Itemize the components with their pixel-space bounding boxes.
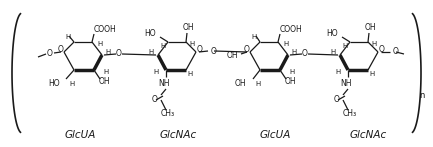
Text: GlcUA: GlcUA <box>259 130 291 140</box>
Text: H: H <box>252 34 257 40</box>
Text: O: O <box>244 46 250 55</box>
Text: n: n <box>419 91 425 101</box>
Text: H: H <box>291 49 297 55</box>
Text: H: H <box>65 34 71 40</box>
Text: NH: NH <box>340 80 352 88</box>
Text: O: O <box>152 95 158 103</box>
Text: H: H <box>160 43 166 49</box>
Text: H: H <box>187 71 193 77</box>
Text: H: H <box>105 49 110 55</box>
Text: COOH: COOH <box>94 25 117 35</box>
Text: H: H <box>255 81 261 87</box>
Text: O: O <box>334 95 340 103</box>
Text: H: H <box>343 43 348 49</box>
Text: H: H <box>283 41 289 47</box>
Text: NH: NH <box>158 80 170 88</box>
Text: GlcNAc: GlcNAc <box>349 130 387 140</box>
Text: COOH: COOH <box>280 25 303 35</box>
Text: OH: OH <box>364 24 376 32</box>
Text: H: H <box>103 69 109 75</box>
Text: O: O <box>58 46 64 55</box>
Text: H: H <box>97 41 103 47</box>
Text: O: O <box>379 46 385 55</box>
Text: HO: HO <box>326 30 338 39</box>
Text: HO: HO <box>48 80 60 88</box>
Text: GlcNAc: GlcNAc <box>159 130 197 140</box>
Text: OH: OH <box>226 51 238 60</box>
Text: H: H <box>149 49 154 55</box>
Text: O: O <box>211 46 217 56</box>
Text: O: O <box>116 50 122 59</box>
Text: O: O <box>47 50 53 59</box>
Text: H: H <box>153 69 158 75</box>
Text: H: H <box>189 41 194 47</box>
Text: H: H <box>69 81 74 87</box>
Text: H: H <box>330 49 336 55</box>
Text: HO: HO <box>144 30 156 39</box>
Text: H: H <box>372 41 377 47</box>
Text: OH: OH <box>284 77 296 86</box>
Text: H: H <box>336 69 341 75</box>
Text: H: H <box>369 71 375 77</box>
Text: O: O <box>302 50 308 59</box>
Text: CH₃: CH₃ <box>161 110 175 118</box>
Text: GlcUA: GlcUA <box>65 130 96 140</box>
Text: O: O <box>393 47 399 56</box>
Text: O: O <box>197 46 203 55</box>
Text: OH: OH <box>234 78 246 87</box>
Text: CH₃: CH₃ <box>343 110 357 118</box>
Text: OH: OH <box>182 24 194 32</box>
Text: OH: OH <box>98 77 110 86</box>
Text: H: H <box>289 69 294 75</box>
